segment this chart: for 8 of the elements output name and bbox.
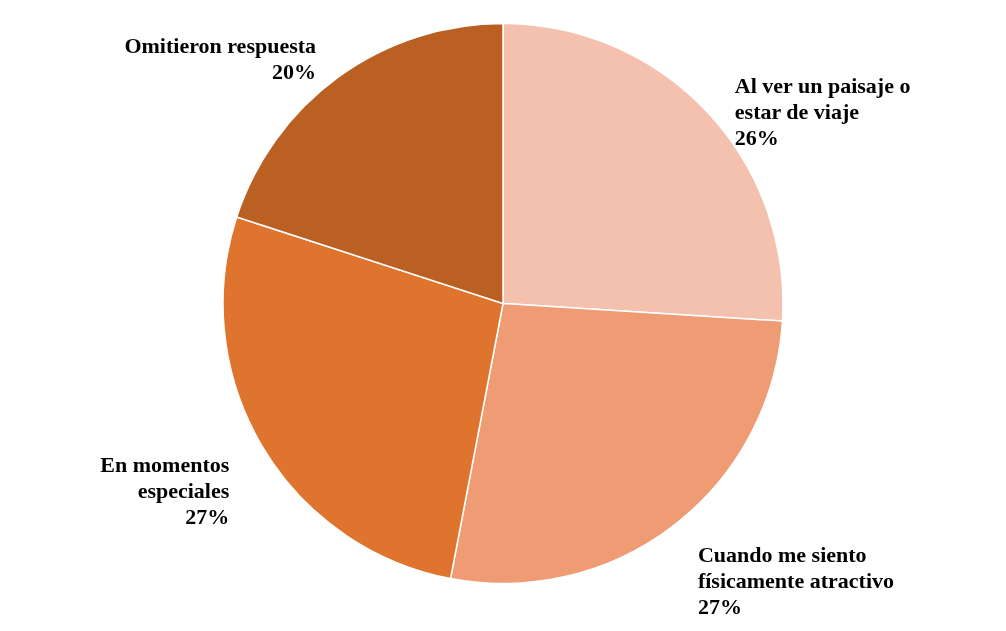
slice-label: Al ver un paisaje o estar de viaje [734, 72, 911, 124]
slice-label: En momentos especiales [100, 452, 230, 504]
data-label: 26% [734, 124, 779, 150]
slice-label: Omitieron respuesta [124, 33, 317, 59]
data-label: 27% [185, 504, 230, 530]
slice-label: Cuando me siento físicamente atractivo [697, 541, 894, 593]
data-label: 20% [272, 59, 317, 85]
data-label: 27% [697, 593, 742, 619]
